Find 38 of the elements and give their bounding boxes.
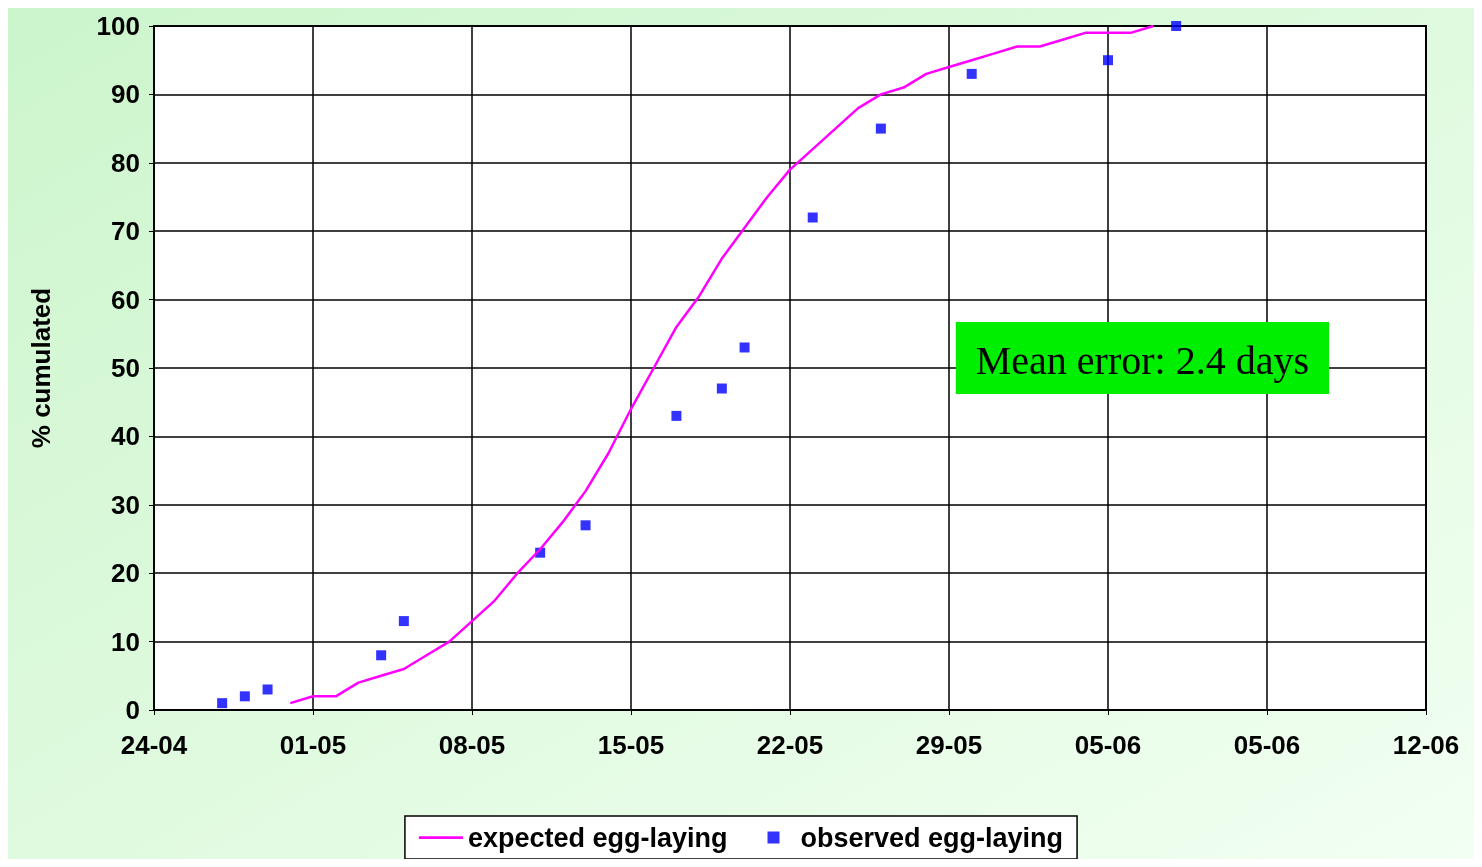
point	[716, 383, 727, 394]
point	[239, 691, 250, 702]
y-tick-label: 10	[111, 626, 140, 657]
point	[807, 212, 818, 223]
y-tick-label: 60	[111, 284, 140, 315]
y-tick-label: 0	[125, 695, 140, 725]
x-tick-label: 12-06	[1392, 730, 1460, 760]
point	[671, 410, 682, 421]
y-tick-label: 20	[111, 558, 140, 589]
y-tick-label: 40	[111, 421, 140, 452]
x-tick-label: 29-05	[915, 730, 983, 760]
point	[1103, 55, 1113, 66]
y-tick-label: 30	[111, 489, 140, 520]
x-tick-label: 24-04	[120, 730, 188, 760]
y-axis-title: % cumulated	[26, 287, 56, 449]
legend-label: observed egg-laying	[800, 822, 1064, 853]
point	[262, 684, 273, 695]
point	[966, 68, 977, 79]
point	[1171, 21, 1182, 31]
y-tick-label: 100	[96, 11, 140, 41]
x-tick-label: 08-05	[438, 730, 506, 760]
point	[376, 650, 387, 661]
legend-label: expected egg-laying	[467, 822, 728, 853]
x-tick-label: 05-06	[1233, 730, 1301, 760]
y-tick-label: 80	[111, 147, 140, 178]
point	[580, 520, 591, 531]
x-tick-label: 15-05	[597, 730, 665, 760]
point	[739, 342, 750, 353]
y-tick-label: 50	[111, 353, 140, 383]
point	[875, 123, 886, 134]
x-tick-label: 22-05	[756, 730, 824, 760]
point	[217, 698, 228, 709]
y-tick-label: 70	[111, 216, 140, 247]
y-tick-label: 90	[111, 79, 140, 110]
point	[398, 616, 409, 627]
annotation: Mean error: 2.4 days	[975, 337, 1310, 383]
x-tick-label: 05-06	[1074, 730, 1142, 760]
x-tick-label: 01-05	[279, 730, 347, 760]
